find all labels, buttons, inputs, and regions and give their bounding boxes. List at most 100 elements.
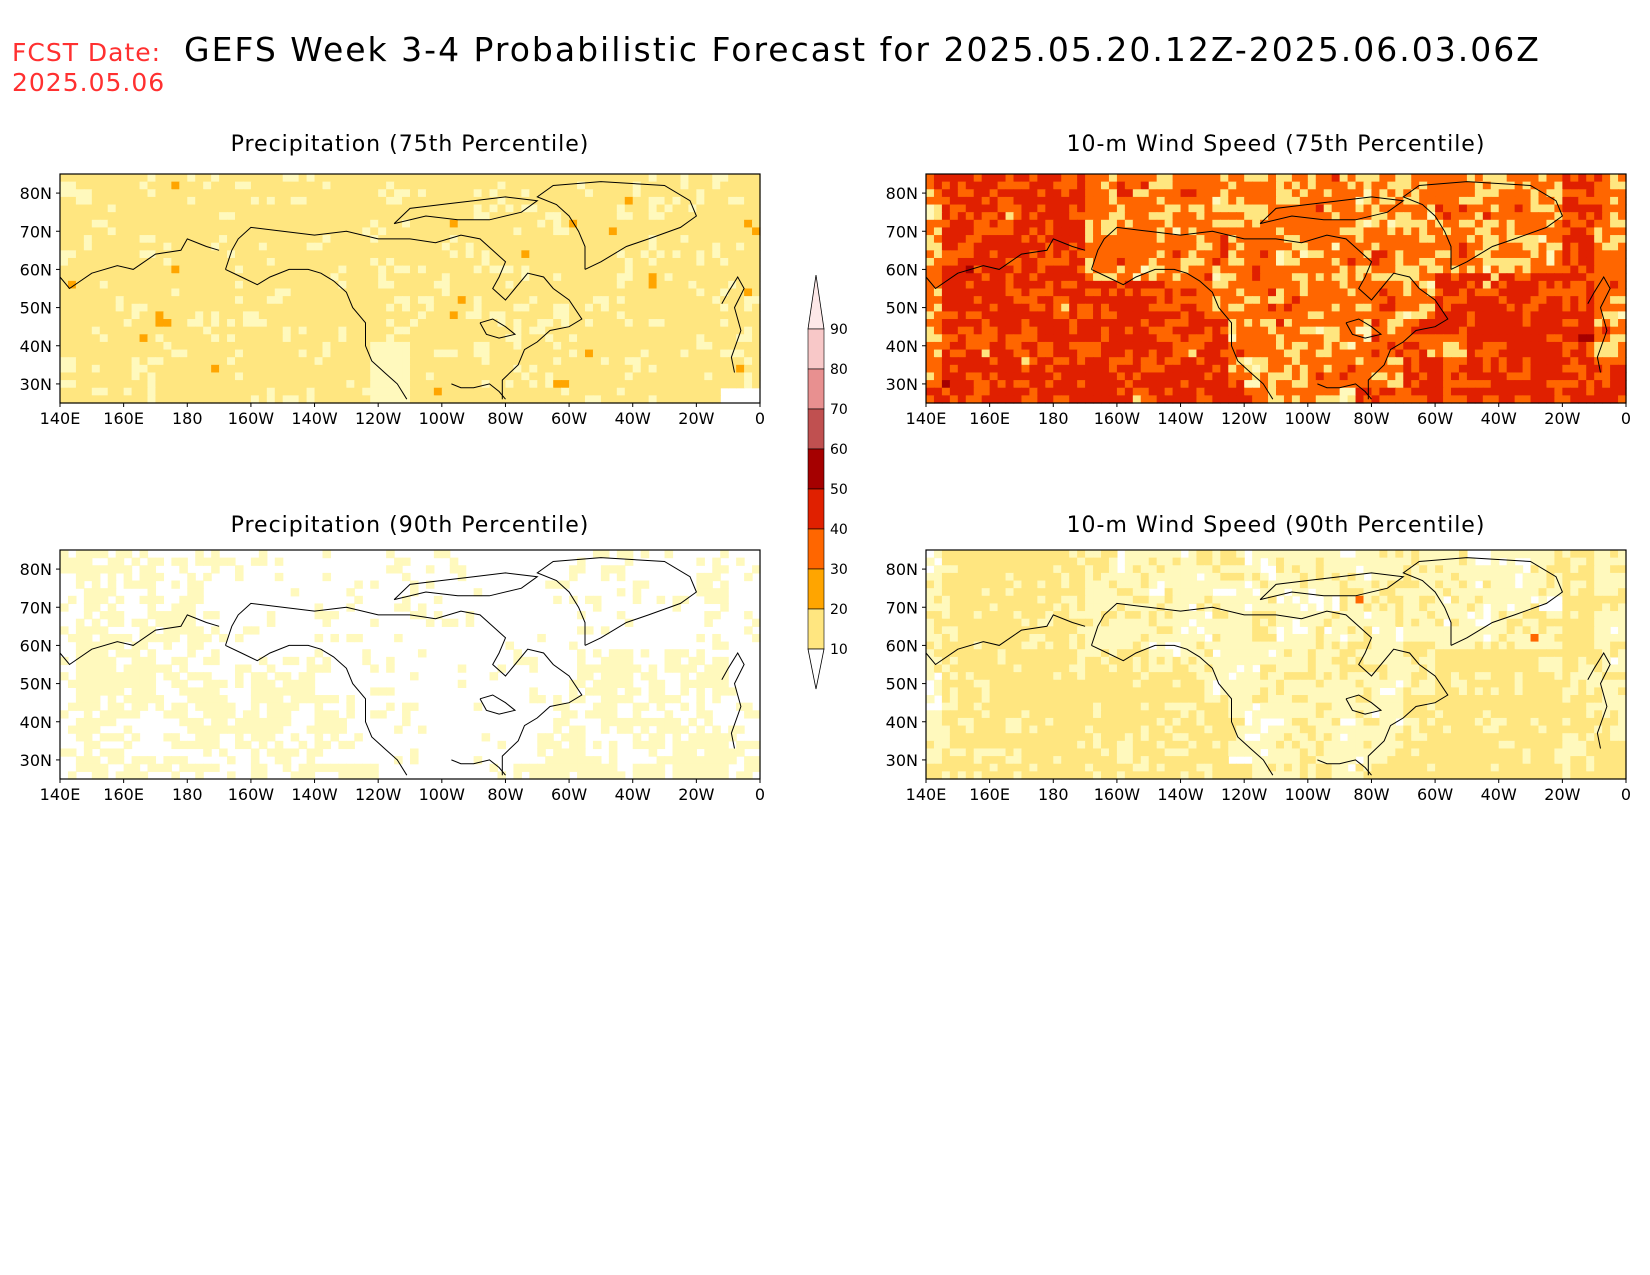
contour-cell (1244, 265, 1253, 274)
contour-cell (449, 265, 459, 274)
contour-cell (1562, 189, 1571, 198)
contour-cell (1355, 265, 1365, 274)
contour-cell (139, 326, 149, 335)
contour-cell (1212, 227, 1221, 236)
contour-cell (250, 311, 260, 320)
contour-cell (529, 265, 538, 274)
contour-cell (672, 357, 682, 366)
contour-cell (1252, 189, 1261, 198)
contour-cell (1228, 181, 1237, 190)
contour-cell (147, 326, 157, 335)
contour-cell (1602, 196, 1611, 206)
contour-cell (203, 212, 212, 221)
contour-cell (1268, 303, 1277, 312)
contour-cell (1260, 296, 1269, 305)
contour-cell (696, 387, 705, 396)
contour-cell (1411, 235, 1420, 244)
contour-cell (712, 204, 721, 213)
contour-cell (1268, 174, 1277, 183)
contour-cell (1260, 227, 1269, 236)
contour-cell (569, 311, 578, 320)
contour-cell (402, 196, 411, 206)
contour-cell (1061, 372, 1070, 381)
contour-cell (553, 280, 562, 290)
contour-cell (752, 357, 761, 366)
contour-cell (1037, 364, 1046, 374)
contour-cell (1331, 311, 1341, 320)
contour-cell (1403, 242, 1412, 251)
contour-cell (752, 174, 761, 183)
contour-cell (338, 372, 347, 381)
contour-cell (720, 303, 729, 312)
contour-cell (1371, 212, 1381, 221)
contour-cell (1435, 296, 1444, 305)
contour-cell (1085, 288, 1094, 297)
contour-cell (1379, 341, 1388, 351)
contour-cell (1554, 174, 1563, 183)
contour-cell (1331, 288, 1341, 297)
contour-cell (441, 349, 451, 358)
coastline (536, 181, 698, 270)
contour-cell (656, 364, 666, 374)
contour-cell (211, 311, 220, 320)
contour-cell (1085, 296, 1094, 305)
contour-cell (1474, 212, 1484, 221)
contour-cell (465, 242, 475, 251)
contour-cell (370, 235, 379, 244)
contour-cell (115, 196, 125, 206)
contour-cell (1069, 364, 1078, 374)
contour-cell (155, 326, 165, 335)
contour-cell (203, 257, 212, 267)
contour-cell (1037, 288, 1046, 297)
contour-cell (1530, 288, 1540, 297)
contour-cell (981, 357, 991, 366)
contour-cell (354, 174, 363, 183)
contour-cell (1618, 357, 1627, 366)
contour-cell (1371, 326, 1381, 335)
contour-cell (1578, 273, 1587, 282)
contour-cell (720, 296, 729, 305)
contour-cell (1538, 288, 1548, 297)
contour-cell (704, 174, 713, 183)
contour-cell (378, 273, 387, 282)
contour-cell (1514, 174, 1524, 183)
contour-cell (354, 257, 363, 267)
contour-cell (346, 349, 355, 358)
contour-cell (505, 326, 515, 335)
contour-cell (338, 219, 347, 229)
contour-cell (997, 174, 1007, 183)
contour-cell (1458, 250, 1468, 259)
contour-cell (632, 326, 642, 335)
contour-cell (949, 257, 959, 267)
contour-cell (219, 212, 228, 221)
contour-cell (378, 319, 387, 328)
contour-cell (250, 273, 260, 282)
contour-cell (744, 364, 753, 374)
contour-cell (314, 235, 324, 244)
contour-cell (298, 288, 308, 297)
contour-cell (1307, 250, 1317, 259)
contour-cell (1196, 242, 1206, 251)
contour-cell (624, 265, 634, 274)
contour-cell (989, 372, 999, 381)
contour-cell (1045, 204, 1054, 213)
contour-cell (1252, 242, 1261, 251)
contour-cell (600, 387, 610, 396)
contour-cell (997, 341, 1007, 351)
contour-cell (457, 319, 467, 328)
contour-cell (60, 235, 69, 244)
contour-cell (1466, 357, 1476, 366)
contour-cell (386, 257, 395, 267)
contour-cell (1427, 280, 1436, 290)
contour-cell (744, 280, 753, 290)
contour-cell (163, 334, 172, 343)
contour-cell (1268, 288, 1277, 297)
contour-cell (712, 349, 721, 358)
contour-cell (640, 303, 650, 312)
contour-cell (402, 273, 411, 282)
contour-cell (553, 273, 562, 282)
contour-cell (1530, 273, 1540, 282)
contour-cell (1204, 212, 1213, 221)
contour-cell (330, 273, 340, 282)
contour-cell (1458, 311, 1468, 320)
